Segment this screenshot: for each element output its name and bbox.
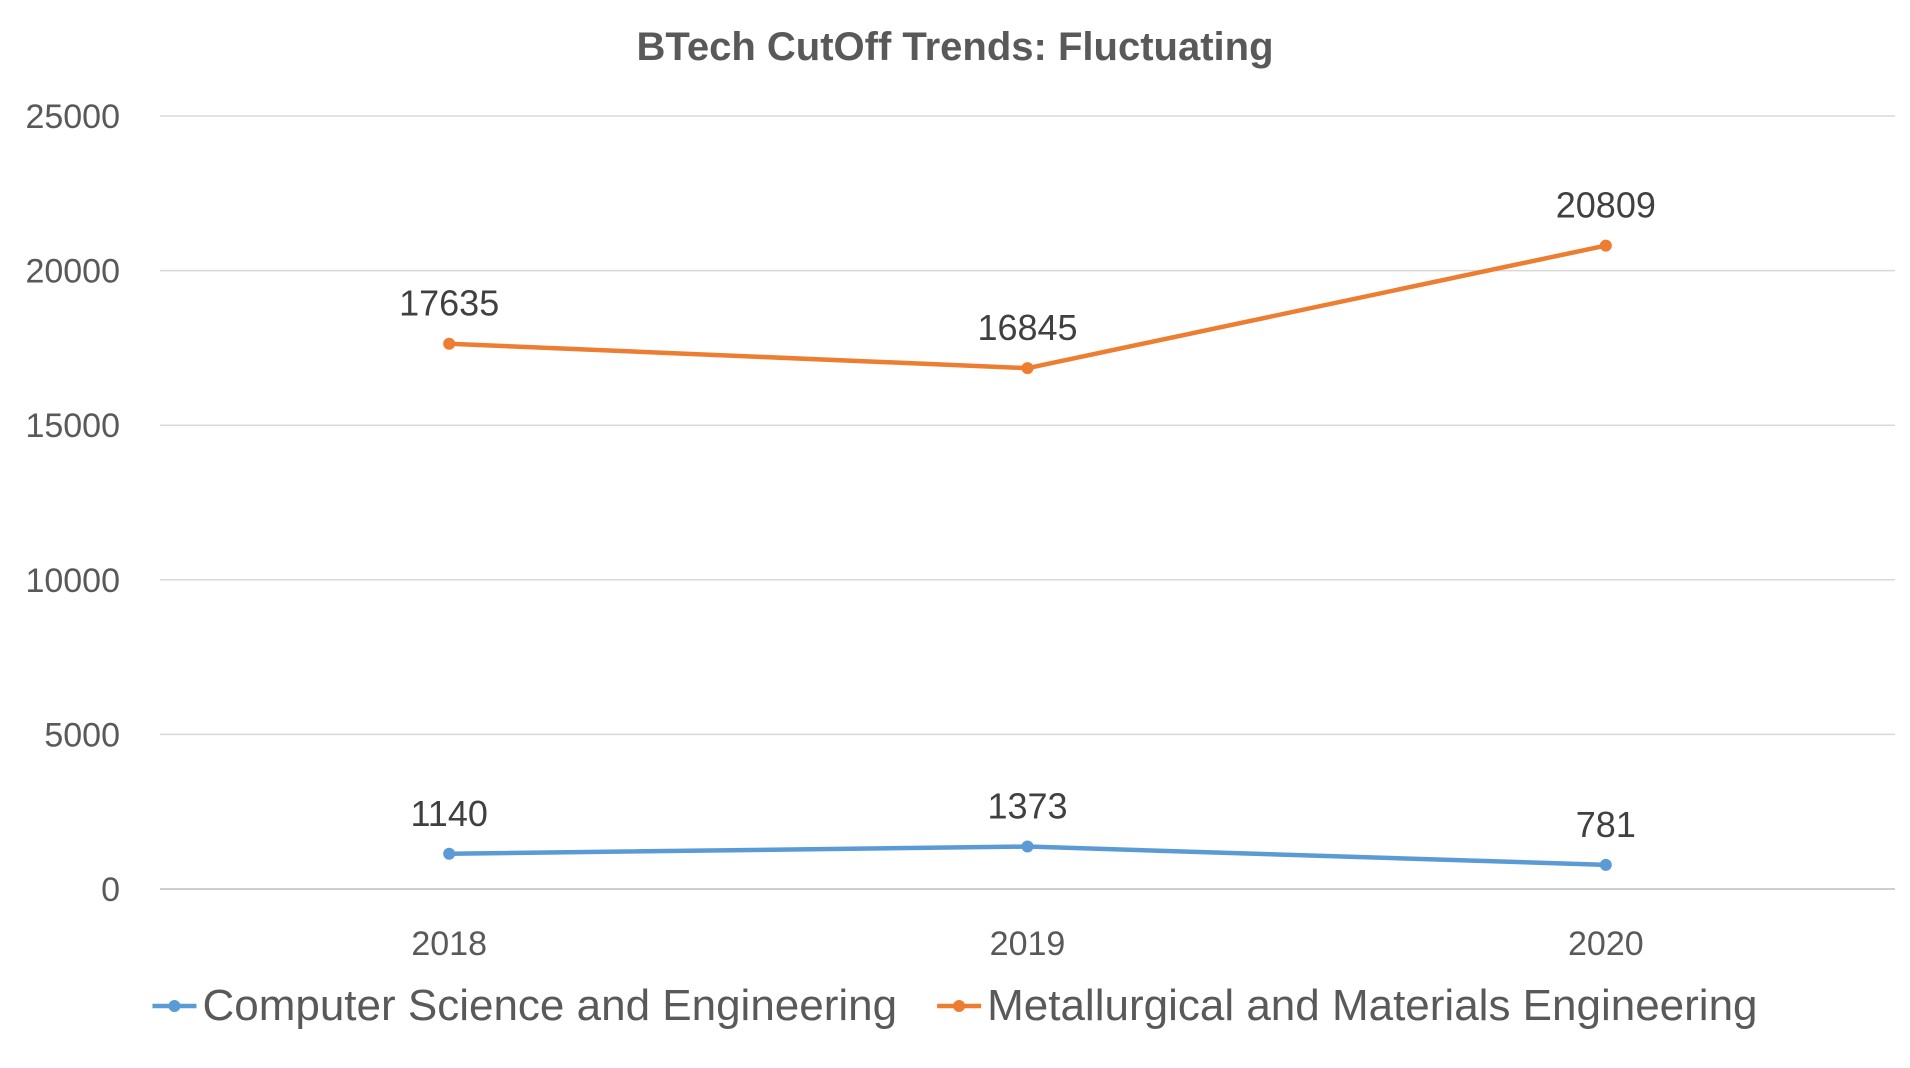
data-label: 17635 <box>399 283 499 324</box>
y-tick-label: 20000 <box>25 253 120 291</box>
data-labels: 1140 1373 781 17635 16845 20809 <box>399 185 1656 845</box>
data-label: 1373 <box>987 786 1067 827</box>
chart-title: BTech CutOff Trends: Fluctuating <box>636 25 1273 69</box>
x-tick-label: 2020 <box>1568 925 1644 963</box>
data-point <box>1021 840 1034 853</box>
data-point <box>1021 362 1034 375</box>
legend-key-marker <box>168 1000 181 1012</box>
y-tick-label: 10000 <box>25 562 120 600</box>
y-tick-label: 5000 <box>44 716 120 754</box>
y-tick-label: 25000 <box>25 98 120 136</box>
y-tick-label: 0 <box>101 871 120 909</box>
legend-item: Computer Science and Engineering <box>152 981 897 1030</box>
data-label: 20809 <box>1556 185 1656 226</box>
data-point <box>443 337 456 350</box>
legend-key-marker <box>953 1000 966 1012</box>
legend-item: Metallurgical and Materials Engineering <box>937 981 1758 1030</box>
x-tick-label: 2018 <box>411 925 487 963</box>
series-lines <box>443 239 1612 871</box>
data-point <box>1599 239 1612 252</box>
data-point <box>443 847 456 860</box>
gridlines <box>160 115 1895 890</box>
y-tick-label: 15000 <box>25 407 120 445</box>
legend: Computer Science and Engineering Metallur… <box>152 981 1758 1030</box>
x-tick-label: 2019 <box>990 925 1066 963</box>
data-label: 1140 <box>410 793 487 834</box>
data-point <box>1599 858 1612 871</box>
x-axis-ticks: 2018 2019 2020 <box>411 925 1643 963</box>
data-label: 781 <box>1576 804 1636 845</box>
data-label: 16845 <box>977 307 1077 348</box>
y-axis-ticks: 0 5000 10000 15000 20000 25000 <box>25 98 120 909</box>
legend-label: Metallurgical and Materials Engineering <box>987 981 1757 1030</box>
legend-label: Computer Science and Engineering <box>202 981 897 1030</box>
